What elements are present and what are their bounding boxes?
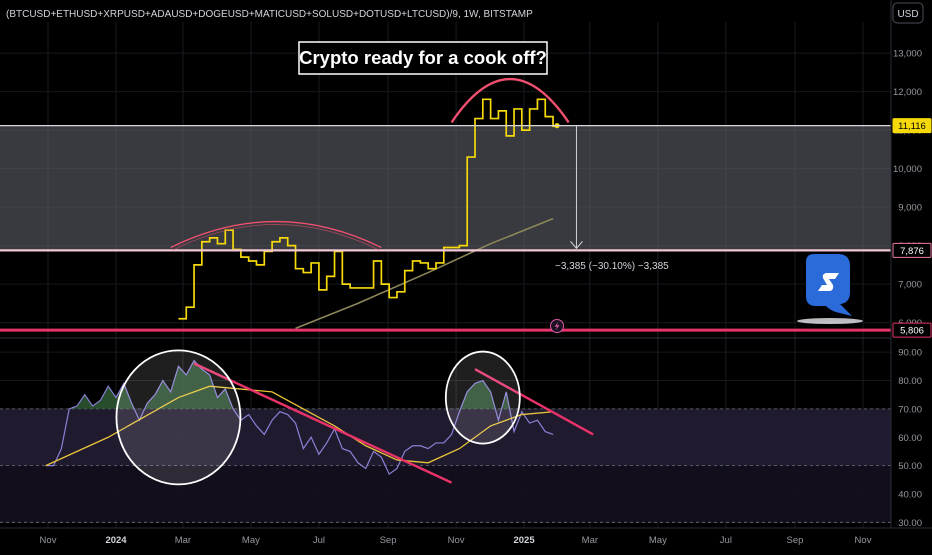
rounded-top-arc-inner <box>172 224 380 251</box>
price-axis[interactable] <box>891 0 932 550</box>
rsi-band <box>0 408 891 466</box>
rsi-tick-label: 90.00 <box>898 348 922 359</box>
time-tick-label: Mar <box>175 535 191 546</box>
rsi-band-lower <box>0 465 891 523</box>
measure-label: −3,385 (−30.10%) −3,385 <box>555 261 669 272</box>
annotation-callout[interactable]: Crypto ready for a cook off? <box>298 41 548 75</box>
rounded-top-arc[interactable] <box>170 220 382 249</box>
currency-button[interactable]: USD <box>892 2 924 24</box>
time-tick-label: Sep <box>380 535 397 546</box>
rsi-tick-label: 70.00 <box>898 404 922 415</box>
time-tick-label: Jul <box>313 535 325 546</box>
last-price-tag-bg <box>892 118 932 134</box>
support-tag: 5,806 <box>900 326 924 337</box>
time-tick-label: Sep <box>787 535 804 546</box>
rsi-tick-label: 30.00 <box>898 518 922 529</box>
currency-label: USD <box>897 9 918 20</box>
time-tick-label: 2024 <box>105 535 127 546</box>
time-tick-label: Nov <box>855 535 872 546</box>
band-lower-tag: 7,876 <box>900 246 924 257</box>
time-tick-label: Mar <box>582 535 598 546</box>
lightning-icon[interactable] <box>550 319 564 333</box>
range-band <box>0 125 891 251</box>
time-tick-label: Jul <box>720 535 732 546</box>
rsi-tick-label: 60.00 <box>898 433 922 444</box>
rsi-trend-line[interactable] <box>193 362 453 484</box>
moving-average-line <box>295 217 554 330</box>
price-tick-label: 10,000 <box>893 164 922 175</box>
measure-arrowhead <box>570 241 583 250</box>
last-price-tag: 11,116 <box>898 121 926 132</box>
price-tick-label: 7,000 <box>898 280 922 291</box>
price-tick-label: 12,000 <box>893 87 922 98</box>
band-lower-tag-bg <box>892 242 932 258</box>
time-tick-label: Nov <box>448 535 465 546</box>
symbol-title: (BTCUSD+ETHUSD+XRPUSD+ADAUSD+DOGEUSD+MAT… <box>6 9 533 20</box>
price-tick-label: 13,000 <box>893 49 922 60</box>
rounded-top-arc[interactable] <box>450 77 570 124</box>
annotation-title: Crypto ready for a cook off? <box>299 47 547 68</box>
time-tick-label: May <box>649 535 667 546</box>
s-logo-icon <box>797 254 863 324</box>
rsi-tick-label: 40.00 <box>898 489 922 500</box>
support-tag-bg <box>892 322 932 338</box>
rsi-tick-label: 50.00 <box>898 461 922 472</box>
rsi-line <box>45 359 554 476</box>
rsi-trend-line[interactable] <box>474 368 594 436</box>
rsi-signal-line <box>45 385 554 467</box>
time-tick-label: Nov <box>40 535 57 546</box>
highlight-ellipse[interactable] <box>444 350 521 445</box>
price-tick-label: 9,000 <box>898 203 922 214</box>
time-tick-label: 2025 <box>513 535 535 546</box>
price-line <box>178 98 558 320</box>
highlight-ellipse[interactable] <box>115 349 242 486</box>
rsi-tick-label: 80.00 <box>898 376 922 387</box>
time-tick-label: May <box>242 535 260 546</box>
